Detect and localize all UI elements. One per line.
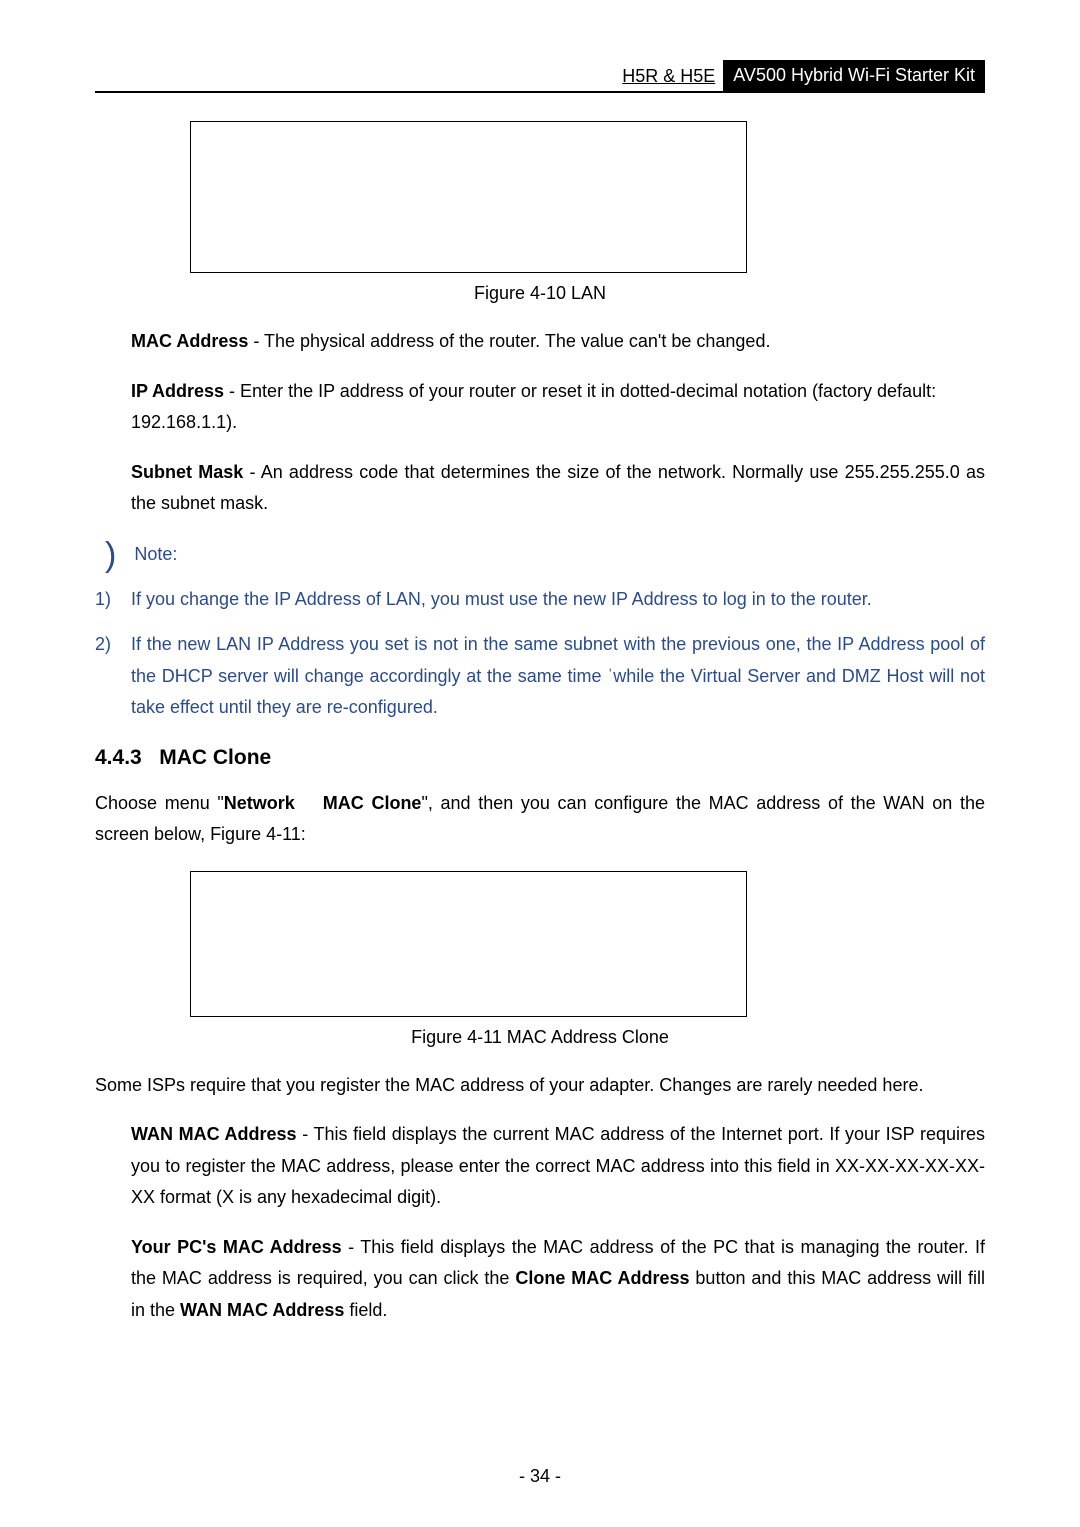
section-title: MAC Clone: [159, 746, 271, 769]
pc-mac-label: Your PC's MAC Address: [131, 1237, 342, 1257]
header-model: H5R & H5E: [614, 62, 723, 91]
isp-paragraph: Some ISPs require that you register the …: [95, 1070, 985, 1102]
subnet-mask-text: - An address code that determines the si…: [131, 462, 985, 514]
mac-address-label: MAC Address: [131, 331, 248, 351]
mac-clone-intro: Choose menu "NetworkMAC Clone", and then…: [95, 788, 985, 851]
note-item-1-number: 1): [95, 584, 131, 616]
note-item-2-number: 2): [95, 629, 131, 724]
note-heading: ) Note:: [95, 538, 985, 572]
definitions-block: MAC Address - The physical address of th…: [131, 326, 985, 520]
ip-address-definition: IP Address - Enter the IP address of you…: [131, 376, 985, 439]
intro-menu1: Network: [224, 793, 295, 813]
figure-4-10-placeholder: [190, 121, 747, 273]
page-number: - 34 -: [0, 1466, 1080, 1487]
pc-mac-definition: Your PC's MAC Address - This field displ…: [131, 1232, 985, 1327]
subnet-mask-definition: Subnet Mask - An address code that deter…: [131, 457, 985, 520]
note-item-1: 1) If you change the IP Address of LAN, …: [95, 584, 985, 616]
page-container: H5R & H5E AV500 Hybrid Wi-Fi Starter Kit…: [0, 0, 1080, 1527]
wan-mac-label: WAN MAC Address: [131, 1124, 297, 1144]
wan-mac-definition: WAN MAC Address - This field displays th…: [131, 1119, 985, 1214]
intro-menu2: MAC Clone: [323, 793, 422, 813]
mac-details-block: WAN MAC Address - This field displays th…: [131, 1119, 985, 1326]
note-icon: ): [105, 538, 116, 572]
pc-mac-text-c: field.: [344, 1300, 387, 1320]
note-label: Note:: [134, 544, 177, 565]
mac-address-definition: MAC Address - The physical address of th…: [131, 326, 985, 358]
page-header: H5R & H5E AV500 Hybrid Wi-Fi Starter Kit: [95, 60, 985, 93]
ip-address-label: IP Address: [131, 381, 224, 401]
figure-4-11-placeholder: [190, 871, 747, 1017]
subnet-mask-label: Subnet Mask: [131, 462, 243, 482]
header-product: AV500 Hybrid Wi-Fi Starter Kit: [723, 60, 985, 91]
figure-4-10-caption: Figure 4-10 LAN: [95, 283, 985, 304]
figure-4-11-caption: Figure 4-11 MAC Address Clone: [95, 1027, 985, 1048]
note-item-2-text: If the new LAN IP Address you set is not…: [131, 629, 985, 724]
section-number: 4.4.3: [95, 746, 142, 769]
intro-pre: Choose menu ": [95, 793, 224, 813]
ip-address-text: - Enter the IP address of your router or…: [131, 381, 936, 433]
note-item-1-text: If you change the IP Address of LAN, you…: [131, 584, 985, 616]
mac-address-text: - The physical address of the router. Th…: [248, 331, 770, 351]
section-heading: 4.4.3 MAC Clone: [95, 746, 985, 770]
pc-mac-bold-a: Clone MAC Address: [515, 1268, 689, 1288]
pc-mac-bold-b: WAN MAC Address: [180, 1300, 344, 1320]
note-item-2: 2) If the new LAN IP Address you set is …: [95, 629, 985, 724]
